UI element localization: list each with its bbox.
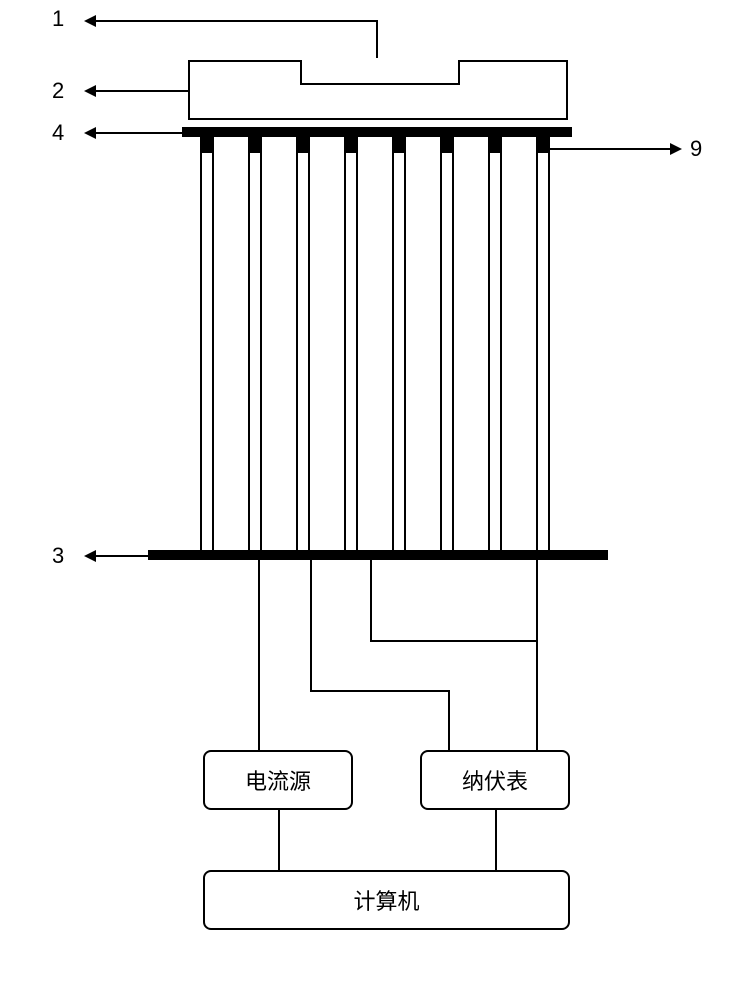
label-3: 3 xyxy=(52,543,64,569)
bar-4 xyxy=(182,127,572,137)
wire xyxy=(440,153,442,550)
conn xyxy=(310,560,312,690)
bar-3 xyxy=(148,550,608,560)
wire xyxy=(536,153,538,550)
tab xyxy=(200,137,214,153)
label-1: 1 xyxy=(52,6,64,32)
tab xyxy=(488,137,502,153)
wire xyxy=(308,153,310,550)
label-2: 2 xyxy=(52,78,64,104)
wire xyxy=(296,153,298,550)
wire xyxy=(200,153,202,550)
conn xyxy=(536,560,538,640)
tab xyxy=(392,137,406,153)
wire xyxy=(548,153,550,550)
arrow-1 xyxy=(94,20,378,22)
tab xyxy=(296,137,310,153)
label-4: 4 xyxy=(52,120,64,146)
tab xyxy=(248,137,262,153)
wire xyxy=(500,153,502,550)
arrow-9 xyxy=(550,148,672,150)
conn-nano-computer xyxy=(495,810,497,870)
notch-1 xyxy=(300,58,460,85)
tab xyxy=(344,137,358,153)
conn xyxy=(536,640,538,750)
notch-right xyxy=(458,60,460,85)
wire xyxy=(260,153,262,550)
tab xyxy=(536,137,550,153)
box-computer: 计算机 xyxy=(203,870,570,930)
arrow-4 xyxy=(94,132,182,134)
conn-current-computer xyxy=(278,810,280,870)
wire xyxy=(344,153,346,550)
wire xyxy=(212,153,214,550)
wire xyxy=(452,153,454,550)
wire xyxy=(248,153,250,550)
wire xyxy=(404,153,406,550)
conn xyxy=(448,690,450,750)
wire xyxy=(392,153,394,550)
label-9: 9 xyxy=(690,136,702,162)
box-nanovoltmeter-label: 纳伏表 xyxy=(462,764,528,796)
lead-1 xyxy=(376,20,378,60)
notch-bottom xyxy=(300,83,460,85)
conn xyxy=(370,640,538,642)
conn xyxy=(310,690,448,692)
conn xyxy=(258,560,260,750)
schematic-diagram: 1 2 4 9 3 xyxy=(0,0,740,1000)
notch-left xyxy=(300,60,302,85)
box-nanovoltmeter: 纳伏表 xyxy=(420,750,570,810)
box-current-source-label: 电流源 xyxy=(245,764,311,796)
tab xyxy=(440,137,454,153)
arrow-2 xyxy=(94,90,188,92)
box-current-source: 电流源 xyxy=(203,750,353,810)
arrow-3 xyxy=(94,555,148,557)
wire xyxy=(488,153,490,550)
wire xyxy=(356,153,358,550)
conn xyxy=(370,560,372,640)
box-computer-label: 计算机 xyxy=(353,884,419,916)
